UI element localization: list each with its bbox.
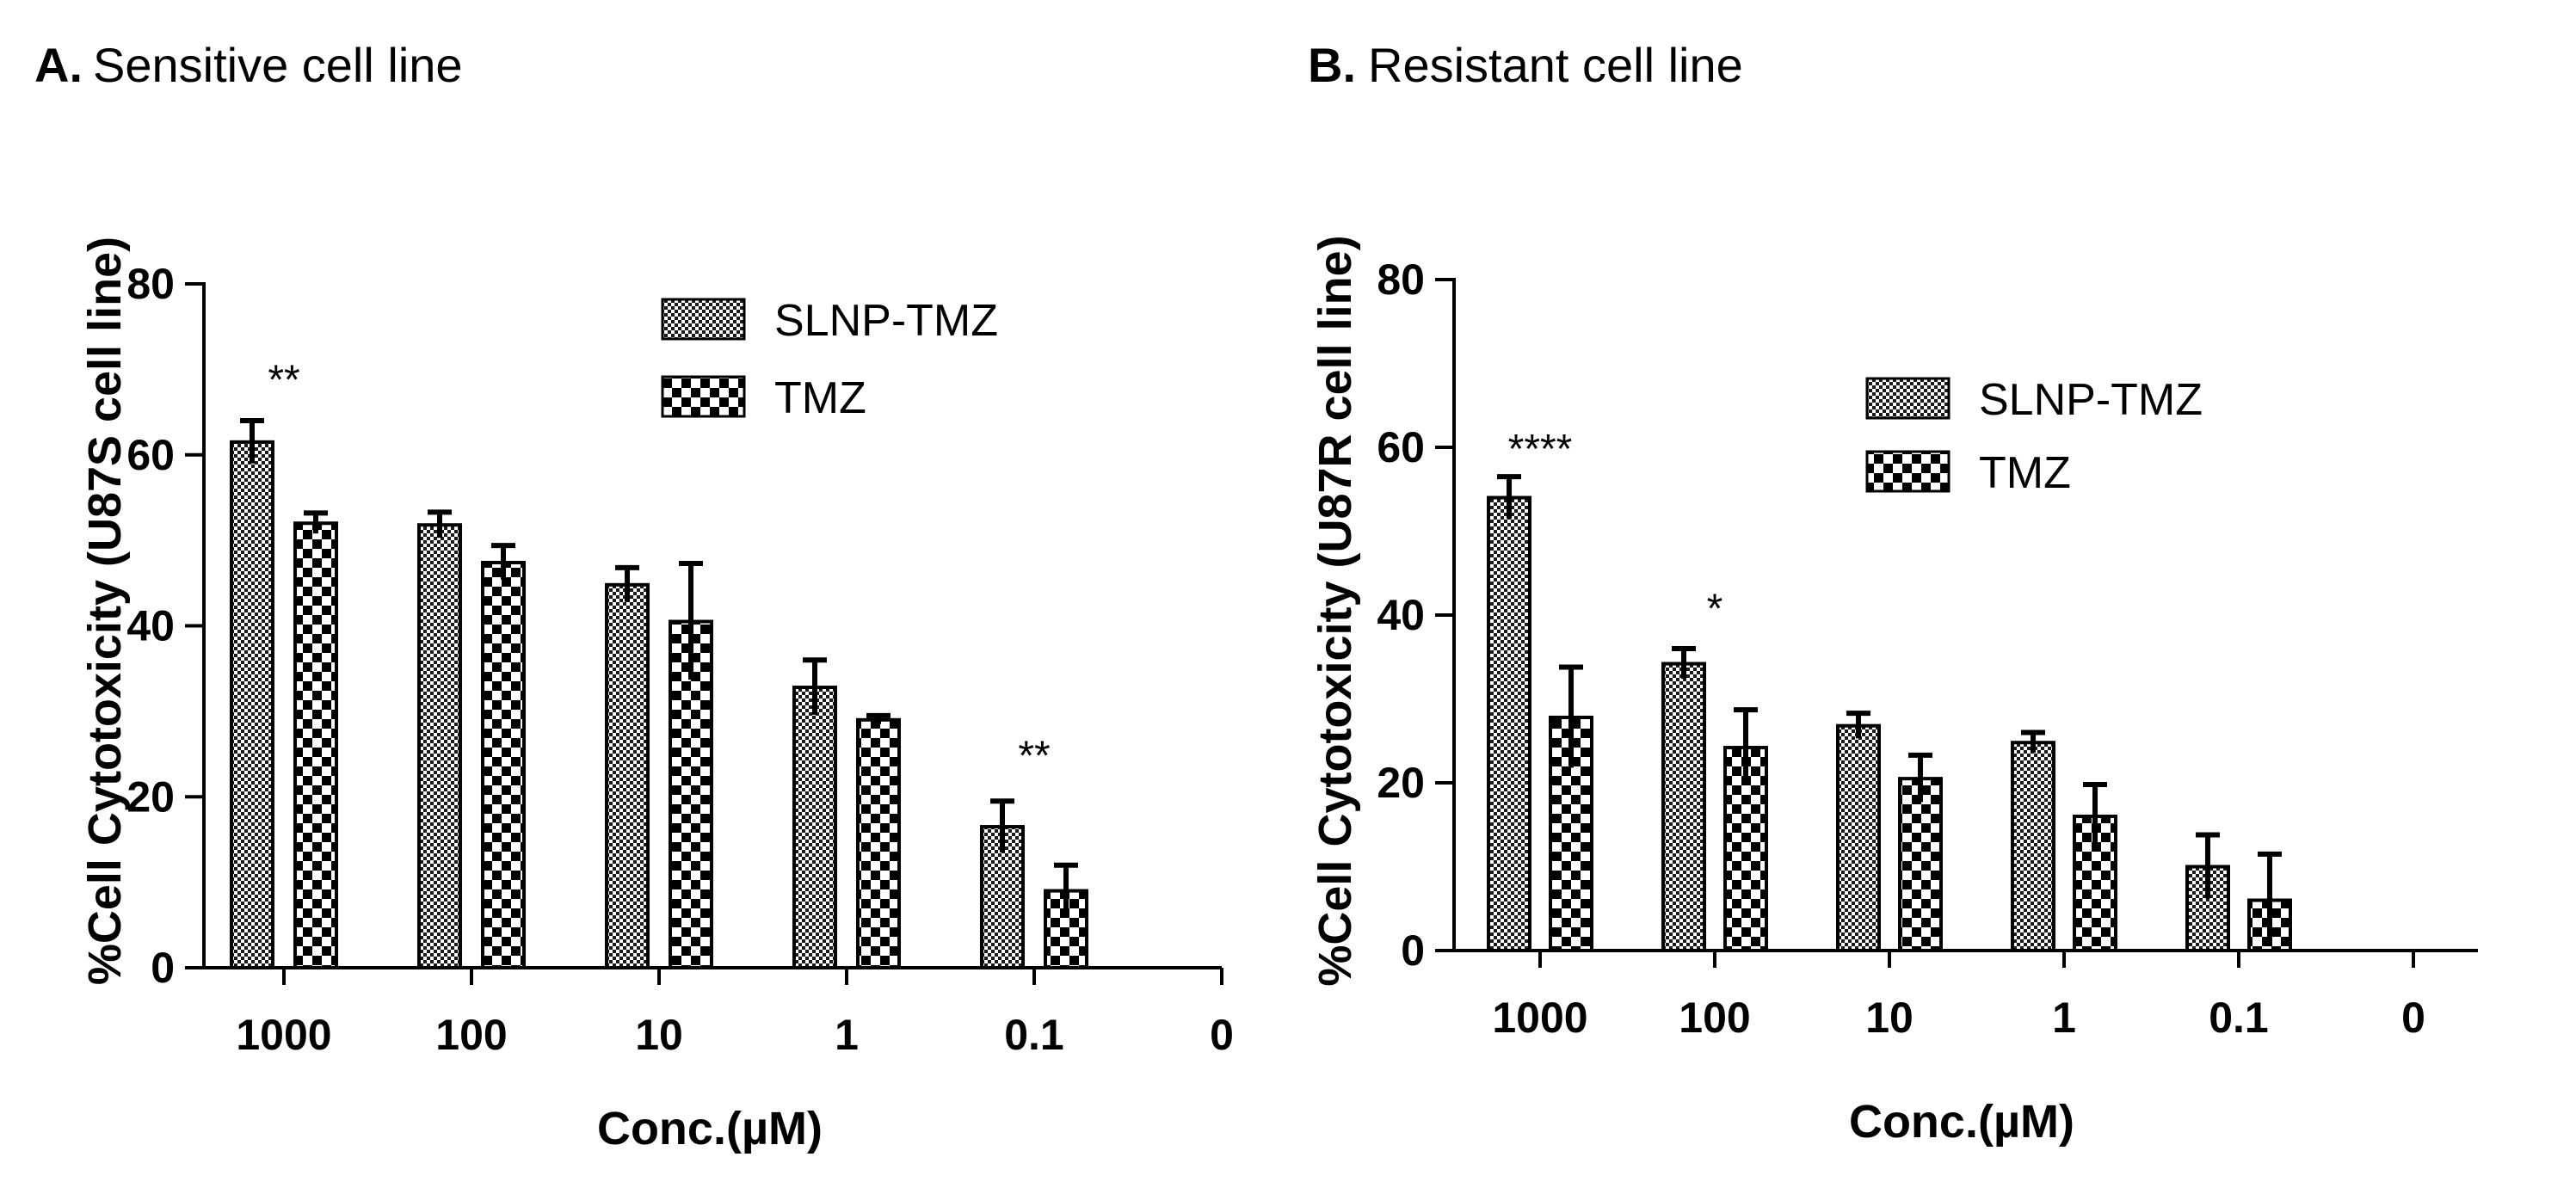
- panel-a-bar-tmz: [481, 560, 526, 970]
- panel-a-y-tick-label: 80: [126, 260, 175, 308]
- panel-a-x-tick-label: 0.1: [1004, 1011, 1064, 1059]
- panel-b-y-tick-label: 60: [1377, 423, 1425, 471]
- panel-b-legend: SLNP-TMZ TMZ: [1865, 375, 2203, 498]
- panel-b: B. Resistant cell line %Cell Cytotoxicit…: [1308, 38, 2478, 1148]
- panel-a-bar-slnp: [230, 440, 274, 969]
- panel-a-bar-tmz: [856, 717, 901, 969]
- panel-b-y-tick-label: 20: [1377, 759, 1425, 807]
- panel-a-x-tick-label: 10: [635, 1011, 683, 1059]
- panel-a-title: Sensitive cell line: [93, 38, 463, 92]
- panel-a-y-tick-label: 40: [126, 602, 175, 650]
- panel-a-legend: SLNP-TMZ TMZ: [661, 296, 998, 423]
- panel-b-y-tick-label: 40: [1377, 591, 1425, 639]
- panel-b-bar-slnp: [2011, 741, 2055, 953]
- panel-a-significance-mark: **: [1018, 734, 1050, 779]
- panel-a-bar-slnp: [792, 686, 837, 969]
- panel-a-bar-slnp: [980, 825, 1025, 969]
- panel-b-y-axis-title: %Cell Cytotoxicity (U87R cell line): [1310, 235, 1361, 986]
- panel-a-bar-slnp: [417, 523, 462, 969]
- panel-a-significance-mark: **: [268, 357, 299, 403]
- panel-b-legend-swatch-slnp: [1865, 377, 1950, 420]
- panel-a-bar-tmz: [293, 521, 338, 969]
- panel-b-x-tick-label: 1000: [1492, 994, 1587, 1042]
- panel-b-y-tick-label: 0: [1401, 926, 1425, 975]
- panel-b-title: Resistant cell line: [1368, 38, 1743, 92]
- panel-a-x-tick-label: 0: [1210, 1011, 1234, 1059]
- panel-b-legend-label-tmz: TMZ: [1979, 448, 2071, 498]
- panel-b-bar-tmz: [1898, 777, 1943, 952]
- panel-a-y-tick-label: 60: [126, 431, 175, 479]
- panel-a-legend-swatch-slnp: [661, 298, 746, 341]
- panel-b-bar-slnp: [1487, 495, 1531, 952]
- panel-a-legend-label-tmz: TMZ: [774, 373, 866, 423]
- panel-a-y-tick-label: 0: [151, 944, 175, 992]
- panel-b-bar-slnp: [1836, 723, 1881, 952]
- panel-a-letter: A.: [34, 38, 83, 92]
- panel-b-legend-swatch-tmz: [1865, 450, 1950, 493]
- panel-b-x-tick-label: 100: [1679, 994, 1750, 1042]
- panel-a-legend-swatch-tmz: [661, 375, 746, 418]
- panel-a: A. Sensitive cell line %Cell Cytotoxicit…: [34, 38, 1234, 1154]
- panel-b-significance-mark: *: [1707, 586, 1723, 631]
- panel-a-x-tick-label: 1: [835, 1011, 859, 1059]
- panel-b-x-tick-label: 0: [2401, 994, 2425, 1042]
- panel-a-y-tick-label: 20: [126, 772, 175, 821]
- panel-a-y-axis-title: %Cell Cytotoxicity (U87S cell line): [79, 237, 131, 985]
- panel-a-bar-slnp: [605, 582, 650, 969]
- panel-b-significance-mark: ****: [1508, 427, 1573, 472]
- panel-b-letter: B.: [1308, 38, 1356, 92]
- panel-b-x-axis-title: Conc.(µM): [1849, 1096, 2074, 1148]
- panel-a-x-axis-title: Conc.(µM): [597, 1103, 823, 1154]
- panel-a-x-tick-label: 100: [435, 1011, 507, 1059]
- panel-b-x-tick-label: 10: [1865, 994, 1914, 1042]
- panel-b-legend-label-slnp: SLNP-TMZ: [1979, 375, 2203, 425]
- panel-b-bar-slnp: [1661, 662, 1706, 952]
- panel-b-x-tick-label: 1: [2052, 994, 2076, 1042]
- panel-a-x-tick-label: 1000: [236, 1011, 331, 1059]
- panel-b-y-tick-label: 80: [1377, 255, 1425, 304]
- panel-a-legend-label-slnp: SLNP-TMZ: [774, 296, 998, 346]
- panel-a-plot: 0 20 40 60 80 1000 100 10 1 0.1 0 ** **: [126, 260, 1234, 1059]
- panel-b-x-tick-label: 0.1: [2209, 994, 2269, 1042]
